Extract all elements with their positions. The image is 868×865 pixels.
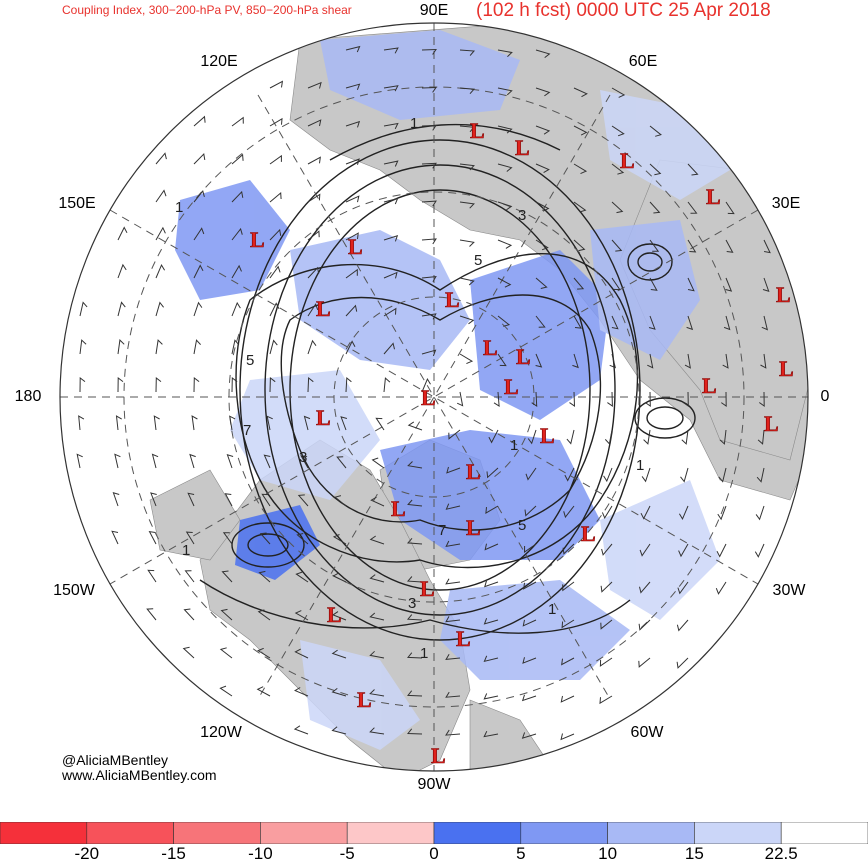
colorbar-swatch <box>260 822 347 844</box>
colorbar-tick-label: -20 <box>75 844 100 864</box>
lon-label-150e: 150E <box>58 195 95 213</box>
colorbar-swatch <box>347 822 434 844</box>
contour-label: 3 <box>299 449 307 466</box>
colorbar-swatch <box>608 822 695 844</box>
low-pressure-marker: L <box>456 626 471 651</box>
lon-label-180: 180 <box>15 388 42 406</box>
contour-label: 1 <box>636 457 644 474</box>
low-pressure-marker: L <box>391 496 406 521</box>
colorbar-tick-label: -5 <box>340 844 355 864</box>
lon-label-150w: 150W <box>53 582 95 600</box>
colorbar-tick-label: -10 <box>248 844 273 864</box>
colorbar-tick-label: 22.5 <box>765 844 798 864</box>
contour-label: 1 <box>182 542 190 559</box>
polar-stereographic-map: 1 1 3 5 5 7 3 1 1 7 5 1 3 1 1 L L L L L … <box>0 0 868 820</box>
contour-label: 1 <box>175 199 183 216</box>
low-pressure-marker: L <box>516 344 531 369</box>
contour-label: 7 <box>243 422 251 439</box>
contour-label: 5 <box>246 352 254 369</box>
colorbar-tick-label: 15 <box>685 844 704 864</box>
credit-handle: @AliciaMBentley <box>62 752 168 768</box>
low-pressure-marker: L <box>421 385 436 410</box>
low-pressure-marker: L <box>316 296 331 321</box>
colorbar-swatch <box>521 822 608 844</box>
low-pressure-marker: L <box>348 234 363 259</box>
credit-website: www.AliciaMBentley.com <box>62 767 217 783</box>
contour-label: 1 <box>420 645 428 662</box>
low-pressure-marker: L <box>515 135 530 160</box>
low-pressure-marker: L <box>620 148 635 173</box>
lon-label-60e: 60E <box>629 53 657 71</box>
colorbar-tick-label: 5 <box>516 844 525 864</box>
colorbar-swatch <box>694 822 781 844</box>
colorbar-swatch <box>87 822 174 844</box>
contour-label: 3 <box>518 207 526 224</box>
colorbar-tick-label: 10 <box>598 844 617 864</box>
low-pressure-marker: L <box>250 227 265 252</box>
low-pressure-marker: L <box>431 743 446 768</box>
contour-label: 7 <box>438 522 446 539</box>
contour-label: 5 <box>474 252 482 269</box>
low-pressure-marker: L <box>504 374 519 399</box>
low-pressure-marker: L <box>581 521 596 546</box>
low-pressure-marker: L <box>420 576 435 601</box>
low-pressure-marker: L <box>702 373 717 398</box>
low-pressure-marker: L <box>540 423 555 448</box>
low-pressure-marker: L <box>483 335 498 360</box>
lon-label-90w: 90W <box>418 776 451 794</box>
lon-label-120e: 120E <box>200 53 237 71</box>
low-pressure-marker: L <box>706 184 721 209</box>
colorbar-swatch <box>174 822 261 844</box>
low-pressure-marker: L <box>466 515 481 540</box>
low-pressure-marker: L <box>776 282 791 307</box>
contour-label: 1 <box>548 601 556 618</box>
colorbar-swatch <box>434 822 521 844</box>
lon-label-0: 0 <box>821 388 830 406</box>
contour-label: 1 <box>410 115 418 132</box>
colorbar-tick-label: 0 <box>429 844 438 864</box>
low-pressure-marker: L <box>327 602 342 627</box>
colorbar <box>0 822 868 844</box>
lon-label-30e: 30E <box>772 195 800 213</box>
low-pressure-marker: L <box>470 118 485 143</box>
low-pressure-marker: L <box>316 405 331 430</box>
contour-label: 3 <box>408 595 416 612</box>
contour-label: 5 <box>518 517 526 534</box>
contour-label: 1 <box>510 437 518 454</box>
lon-label-30w: 30W <box>773 582 806 600</box>
low-pressure-marker: L <box>466 459 481 484</box>
lon-label-60w: 60W <box>631 724 664 742</box>
low-pressure-marker: L <box>764 411 779 436</box>
low-pressure-marker: L <box>357 687 372 712</box>
low-pressure-marker: L <box>779 356 794 381</box>
low-pressure-marker: L <box>445 287 460 312</box>
lon-label-120w: 120W <box>200 724 242 742</box>
colorbar-swatch <box>781 822 868 844</box>
colorbar-swatch <box>0 822 87 844</box>
colorbar-tick-label: -15 <box>161 844 186 864</box>
lon-label-90e: 90E <box>420 2 448 20</box>
